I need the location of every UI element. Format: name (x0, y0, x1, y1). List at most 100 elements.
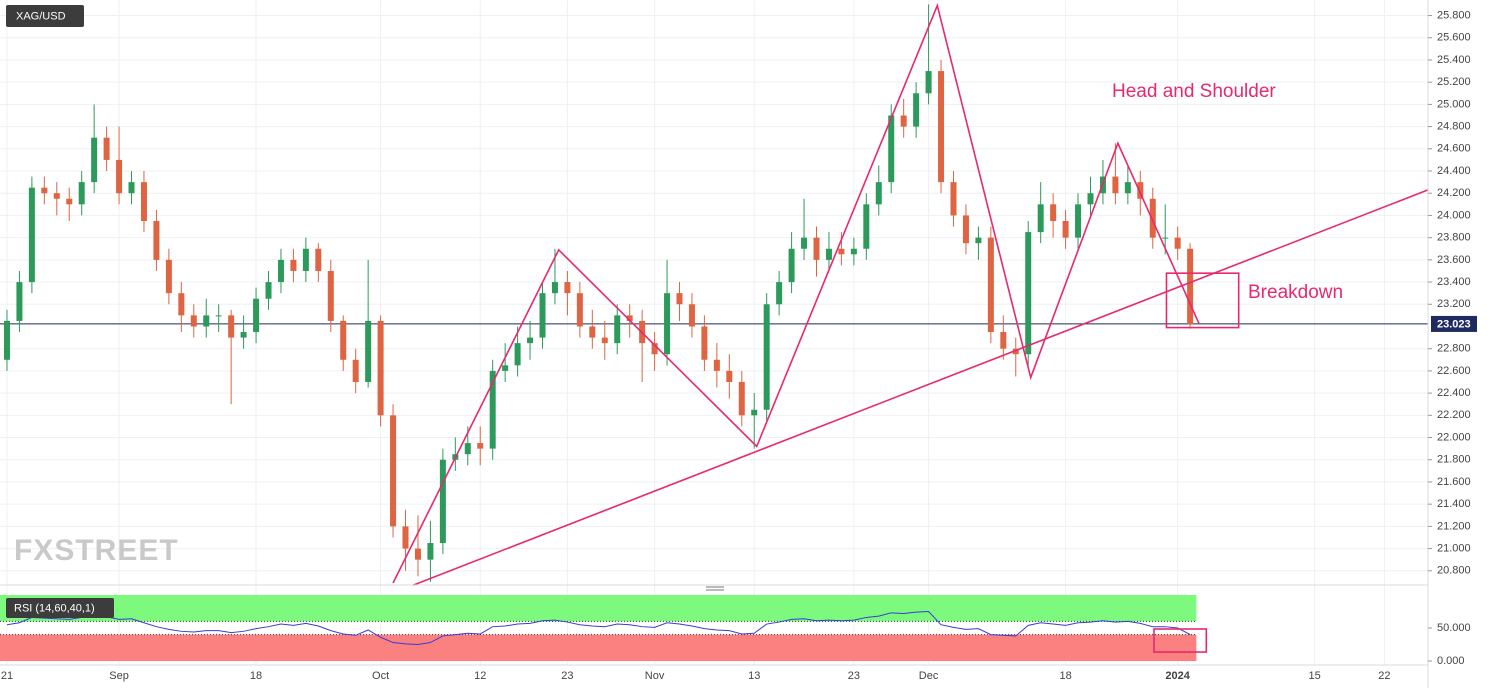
candle-body (1000, 332, 1007, 349)
candle-body (228, 315, 235, 338)
y-tick-label: 22.400 (1437, 387, 1471, 399)
watermark: FXSTREET (14, 534, 179, 567)
x-tick-label: 12 (474, 670, 486, 682)
candle-body (91, 137, 98, 183)
candle-body (78, 182, 85, 205)
candle-body (564, 282, 571, 294)
rsi-annotation-box (1153, 628, 1208, 653)
candle-body (402, 526, 409, 549)
candle-body (377, 320, 384, 416)
candle-body (763, 304, 770, 410)
y-tick-label: 21.400 (1437, 498, 1471, 510)
y-tick-label: 24.800 (1437, 121, 1471, 133)
x-tick-label: 21 (1, 670, 13, 682)
candle-body (664, 293, 671, 355)
x-tick-label: 2024 (1165, 670, 1190, 682)
candle-body (1087, 193, 1094, 205)
candle-body (601, 337, 608, 344)
candle-body (850, 248, 857, 255)
candle-body (489, 370, 496, 449)
candle-body (825, 248, 832, 260)
y-tick-label: 25.800 (1437, 9, 1471, 21)
x-tick-label: 23 (848, 670, 860, 682)
y-tick-label: 24.400 (1437, 165, 1471, 177)
candle-body (365, 320, 372, 383)
candle-body (1025, 232, 1032, 355)
y-tick-label: 23.600 (1437, 254, 1471, 266)
last-price-label: 23.023 (1437, 318, 1471, 330)
y-tick-label: 24.000 (1437, 209, 1471, 221)
candle-body (277, 259, 284, 283)
y-tick-label: 22.200 (1437, 409, 1471, 421)
annotation-text: Head and Shoulder (1112, 81, 1276, 102)
candle-body (788, 248, 795, 283)
candle-body (651, 343, 658, 355)
candle-body (1124, 182, 1131, 194)
candle-body (327, 270, 334, 321)
candle-body (614, 315, 621, 344)
rsi-label: RSI (14,60,40,1) (14, 602, 95, 614)
rsi-y-tick-label: 50.000 (1437, 622, 1471, 634)
y-tick-label: 22.800 (1437, 343, 1471, 355)
symbol-badge (6, 5, 84, 27)
candle-body (938, 71, 945, 183)
x-tick-label: Dec (919, 670, 939, 682)
candle-body (1012, 348, 1019, 355)
candle-body (66, 198, 73, 205)
y-tick-label: 21.200 (1437, 520, 1471, 532)
candle-body (626, 315, 633, 321)
candle-body (140, 182, 147, 221)
y-tick-label: 24.600 (1437, 143, 1471, 155)
annotation-box (1165, 272, 1240, 329)
rsi-badge (6, 598, 114, 618)
candle-body (128, 182, 135, 194)
candle-body (713, 359, 720, 371)
panel-handle[interactable] (706, 586, 724, 591)
candle-body (302, 248, 309, 271)
candle-body (813, 237, 820, 260)
rsi-y-tick-label: 0.000 (1437, 655, 1465, 667)
x-tick-label: 15 (1309, 670, 1321, 682)
candle-body (751, 409, 758, 416)
candle-body (514, 343, 521, 366)
annotation-text: Breakdown (1248, 282, 1343, 303)
y-tick-label: 21.600 (1437, 476, 1471, 488)
y-tick-label: 24.200 (1437, 187, 1471, 199)
candle-body (439, 459, 446, 544)
candle-body (1187, 248, 1194, 325)
candle-body (215, 315, 222, 317)
candle-body (863, 204, 870, 249)
candle-body (427, 543, 434, 560)
y-tick-label: 25.400 (1437, 54, 1471, 66)
y-tick-label: 22.000 (1437, 431, 1471, 443)
x-tick-label: 22 (1378, 670, 1390, 682)
candle-body (41, 187, 48, 194)
candle-body (1112, 176, 1119, 194)
candle-body (1037, 204, 1044, 233)
trendline (392, 2, 1200, 584)
candle-body (527, 337, 534, 344)
candle-body (539, 293, 546, 338)
candle-body (987, 237, 994, 333)
candle-body (290, 259, 297, 271)
candle-body (975, 237, 982, 244)
candle-body (1174, 237, 1181, 249)
x-tick-label: Sep (109, 670, 129, 682)
candle-body (28, 187, 35, 283)
rsi-line (6, 610, 1191, 646)
x-tick-label: Nov (645, 670, 665, 682)
y-tick-label: 25.600 (1437, 32, 1471, 44)
candle-body (414, 548, 421, 560)
candle-body (900, 115, 907, 127)
candle-body (701, 326, 708, 360)
candle-body (464, 443, 471, 455)
candle-body (676, 293, 683, 305)
candle-body (165, 259, 172, 294)
y-tick-label: 21.000 (1437, 542, 1471, 554)
y-tick-label: 23.800 (1437, 232, 1471, 244)
candle-body (925, 71, 932, 94)
candle-body (1075, 204, 1082, 238)
candle-body (477, 443, 484, 449)
x-tick-label: 18 (250, 670, 262, 682)
candle-body (589, 326, 596, 338)
